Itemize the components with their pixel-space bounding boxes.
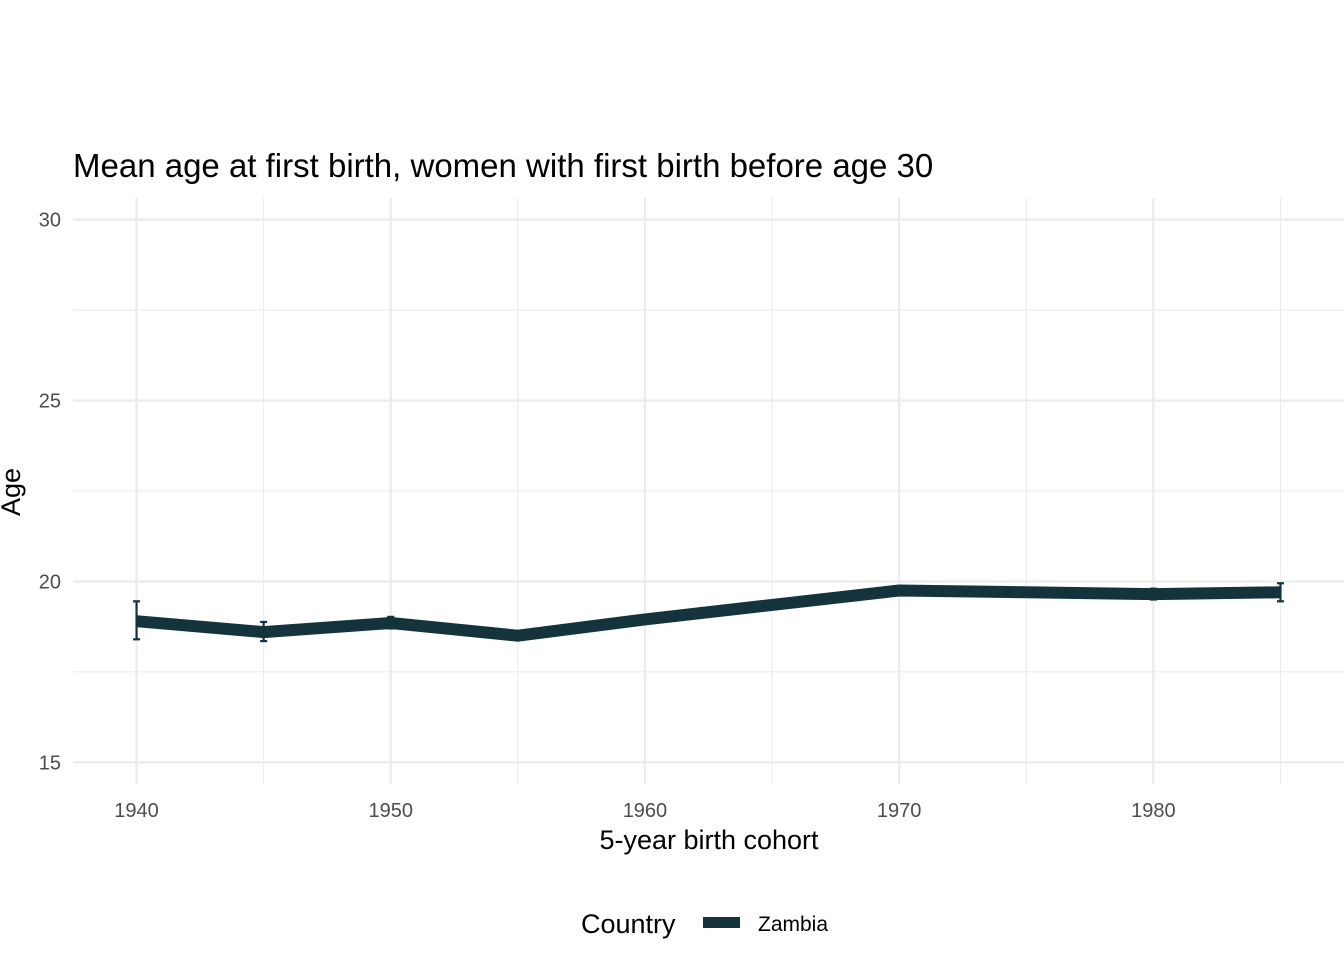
x-tick-label: 1940 <box>114 800 159 822</box>
legend-label-zambia: Zambia <box>758 913 828 936</box>
legend-title: Country <box>581 909 676 939</box>
grid <box>73 198 1344 784</box>
chart-title: Mean age at first birth, women with firs… <box>73 147 933 184</box>
y-tick-label: 30 <box>39 210 61 232</box>
y-tick-label: 15 <box>39 752 61 774</box>
x-tick-label: 1950 <box>369 800 414 822</box>
x-tick-label: 1960 <box>623 800 668 822</box>
x-tick-labels: 1940 1950 1960 1970 1980 <box>114 800 1175 822</box>
y-tick-label: 20 <box>39 571 61 593</box>
series-layer <box>133 582 1284 643</box>
x-tick-label: 1970 <box>877 800 922 822</box>
y-tick-labels: 15 20 25 30 <box>39 210 61 775</box>
legend-key-zambia <box>703 917 740 928</box>
legend: Country Zambia <box>581 909 828 939</box>
x-axis-title: 5-year birth cohort <box>599 825 819 855</box>
x-tick-label: 1980 <box>1131 800 1176 822</box>
y-tick-label: 25 <box>39 391 61 413</box>
y-axis-title: Age <box>0 468 26 516</box>
series-line-zambia <box>136 584 1281 642</box>
